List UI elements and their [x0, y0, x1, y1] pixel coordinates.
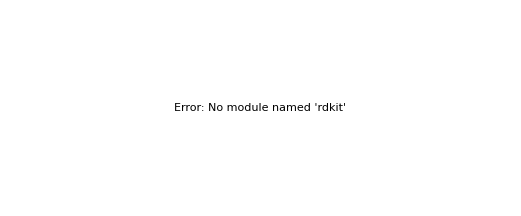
Text: Error: No module named 'rdkit': Error: No module named 'rdkit' — [175, 103, 346, 113]
